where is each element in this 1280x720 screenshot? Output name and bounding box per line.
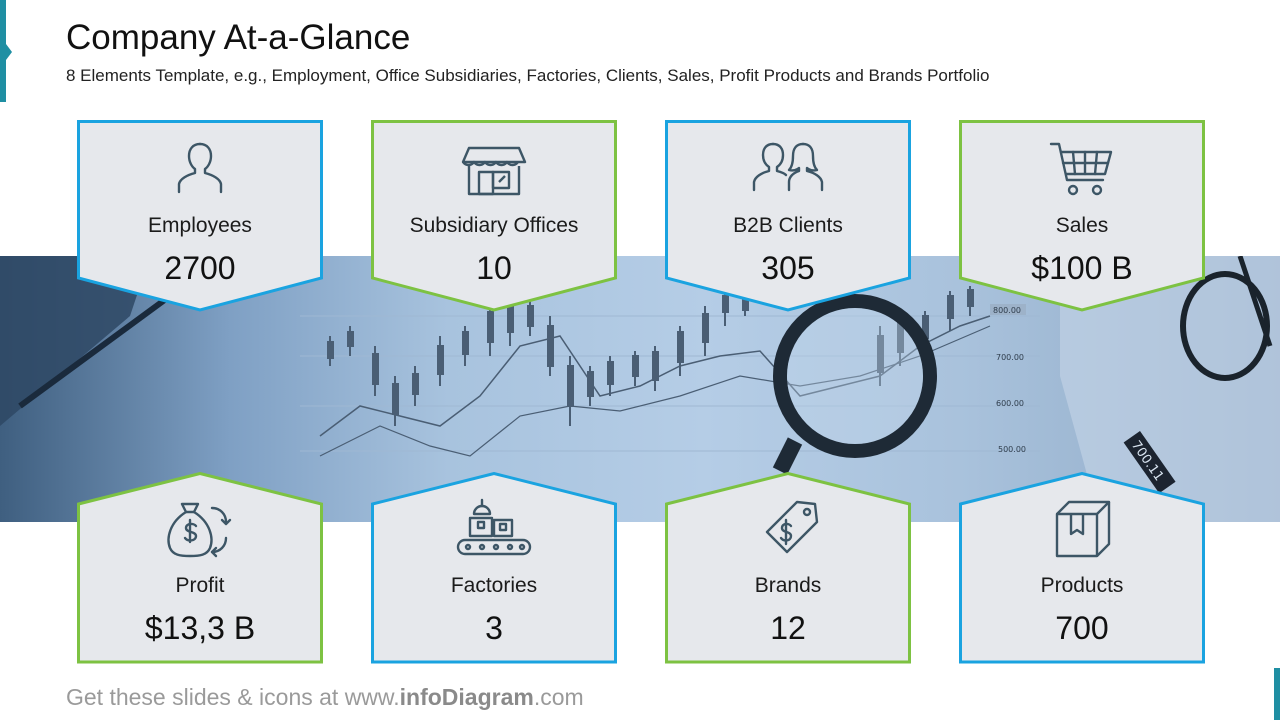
footer-credit[interactable]: Get these slides & icons at www.infoDiag… xyxy=(66,684,584,711)
shopping-cart-icon xyxy=(959,138,1205,207)
kpi-label: Factories xyxy=(450,574,538,597)
page-subtitle: 8 Elements Template, e.g., Employment, O… xyxy=(66,66,990,85)
left-accent-notch xyxy=(6,44,12,60)
kpi-value: 10 xyxy=(476,250,512,286)
price-tag-icon xyxy=(665,498,911,567)
svg-text:700.00: 700.00 xyxy=(996,353,1024,362)
kpi-card-products: Products 700 xyxy=(959,472,1205,664)
kpi-label: Profit xyxy=(175,574,225,597)
right-accent-bar xyxy=(1274,668,1280,720)
person-icon xyxy=(77,138,323,205)
footer-prefix: Get these slides & icons at www. xyxy=(66,684,400,710)
kpi-value: 12 xyxy=(770,610,806,646)
svg-text:800.00: 800.00 xyxy=(993,306,1021,315)
kpi-value: 3 xyxy=(485,610,503,646)
kpi-label: Sales xyxy=(1055,214,1109,237)
kpi-label: Products xyxy=(1040,574,1124,597)
kpi-card-subsidiary-offices: Subsidiary Offices 10 xyxy=(371,120,617,312)
kpi-card-employees: Employees 2700 xyxy=(77,120,323,312)
kpi-label: Brands xyxy=(754,574,822,597)
kpi-card-profit: Profit $13,3 B xyxy=(77,472,323,664)
kpi-value: $100 B xyxy=(1031,250,1133,286)
kpi-card-sales: Sales $100 B xyxy=(959,120,1205,312)
factory-conveyor-icon xyxy=(371,498,617,567)
kpi-value: 700 xyxy=(1055,610,1109,646)
kpi-card-brands: Brands 12 xyxy=(665,472,911,664)
kpi-card-b2b-clients: B2B Clients 305 xyxy=(665,120,911,312)
kpi-value: 2700 xyxy=(164,250,236,286)
kpi-label: Subsidiary Offices xyxy=(409,214,579,237)
kpi-card-factories: Factories 3 xyxy=(371,472,617,664)
box-icon xyxy=(959,498,1205,567)
store-icon xyxy=(371,138,617,205)
money-bag-icon xyxy=(77,498,323,567)
people-icon xyxy=(665,138,911,207)
page-title: Company At-a-Glance xyxy=(66,18,411,57)
svg-text:500.00: 500.00 xyxy=(998,445,1026,454)
footer-suffix: .com xyxy=(533,684,584,710)
svg-text:600.00: 600.00 xyxy=(996,399,1024,408)
kpi-label: Employees xyxy=(148,214,252,237)
left-accent-bar xyxy=(0,0,6,102)
kpi-label: B2B Clients xyxy=(733,214,843,237)
kpi-value: $13,3 B xyxy=(144,610,256,646)
footer-brand: infoDiagram xyxy=(399,684,534,710)
kpi-value: 305 xyxy=(761,250,815,286)
